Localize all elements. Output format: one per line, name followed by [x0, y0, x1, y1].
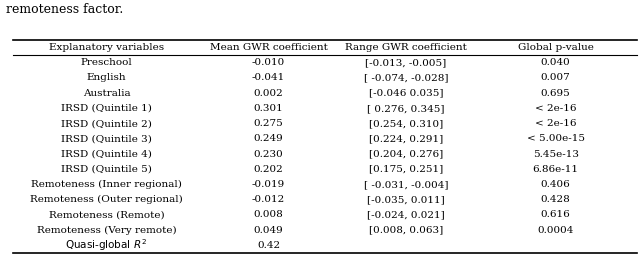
- Text: [ -0.074, -0.028]: [ -0.074, -0.028]: [364, 74, 448, 83]
- Text: 0.202: 0.202: [254, 165, 284, 174]
- Text: < 2e-16: < 2e-16: [535, 119, 577, 128]
- Text: -0.019: -0.019: [252, 180, 285, 189]
- Text: [-0.046 0.035]: [-0.046 0.035]: [369, 89, 443, 98]
- Text: [0.224, 0.291]: [0.224, 0.291]: [369, 134, 443, 143]
- Text: Australia: Australia: [83, 89, 130, 98]
- Text: [-0.024, 0.021]: [-0.024, 0.021]: [367, 210, 445, 219]
- Text: -0.012: -0.012: [252, 195, 285, 204]
- Text: 0.695: 0.695: [541, 89, 570, 98]
- Text: 6.86e-11: 6.86e-11: [532, 165, 579, 174]
- Text: 0.230: 0.230: [254, 150, 284, 158]
- Text: IRSD (Quintile 3): IRSD (Quintile 3): [61, 134, 152, 143]
- Text: 5.45e-13: 5.45e-13: [532, 150, 579, 158]
- Text: 0.275: 0.275: [254, 119, 284, 128]
- Text: 0.406: 0.406: [541, 180, 570, 189]
- Text: Remoteness (Remote): Remoteness (Remote): [49, 210, 164, 219]
- Text: 0.428: 0.428: [541, 195, 570, 204]
- Text: 0.002: 0.002: [254, 89, 284, 98]
- Text: Remoteness (Inner regional): Remoteness (Inner regional): [31, 180, 182, 189]
- Text: 0.007: 0.007: [541, 74, 570, 83]
- Text: Explanatory variables: Explanatory variables: [49, 43, 164, 52]
- Text: IRSD (Quintile 4): IRSD (Quintile 4): [61, 150, 152, 158]
- Text: [0.204, 0.276]: [0.204, 0.276]: [369, 150, 443, 158]
- Text: [ -0.031, -0.004]: [ -0.031, -0.004]: [364, 180, 448, 189]
- Text: English: English: [86, 74, 126, 83]
- Text: [0.008, 0.063]: [0.008, 0.063]: [369, 225, 443, 235]
- Text: 0.616: 0.616: [541, 210, 570, 219]
- Text: < 2e-16: < 2e-16: [535, 104, 577, 113]
- Text: IRSD (Quintile 2): IRSD (Quintile 2): [61, 119, 152, 128]
- Text: Range GWR coefficient: Range GWR coefficient: [345, 43, 467, 52]
- Text: -0.041: -0.041: [252, 74, 285, 83]
- Text: Mean GWR coefficient: Mean GWR coefficient: [210, 43, 328, 52]
- Text: [-0.035, 0.011]: [-0.035, 0.011]: [367, 195, 445, 204]
- Text: 0.0004: 0.0004: [538, 225, 574, 235]
- Text: [ 0.276, 0.345]: [ 0.276, 0.345]: [367, 104, 445, 113]
- Text: 0.301: 0.301: [254, 104, 284, 113]
- Text: 0.049: 0.049: [254, 225, 284, 235]
- Text: IRSD (Quintile 1): IRSD (Quintile 1): [61, 104, 152, 113]
- Text: remoteness factor.: remoteness factor.: [6, 3, 124, 15]
- Text: Remoteness (Outer regional): Remoteness (Outer regional): [30, 195, 183, 204]
- Text: [0.175, 0.251]: [0.175, 0.251]: [369, 165, 443, 174]
- Text: 0.42: 0.42: [257, 241, 280, 250]
- Text: Preschool: Preschool: [81, 58, 132, 67]
- Text: [-0.013, -0.005]: [-0.013, -0.005]: [365, 58, 447, 67]
- Text: 0.249: 0.249: [254, 134, 284, 143]
- Text: 0.040: 0.040: [541, 58, 570, 67]
- Text: IRSD (Quintile 5): IRSD (Quintile 5): [61, 165, 152, 174]
- Text: Global p-value: Global p-value: [518, 43, 594, 52]
- Text: Quasi-global $R^2$: Quasi-global $R^2$: [65, 237, 147, 253]
- Text: [0.254, 0.310]: [0.254, 0.310]: [369, 119, 443, 128]
- Text: < 5.00e-15: < 5.00e-15: [527, 134, 585, 143]
- Text: 0.008: 0.008: [254, 210, 284, 219]
- Text: Remoteness (Very remote): Remoteness (Very remote): [36, 225, 176, 235]
- Text: -0.010: -0.010: [252, 58, 285, 67]
